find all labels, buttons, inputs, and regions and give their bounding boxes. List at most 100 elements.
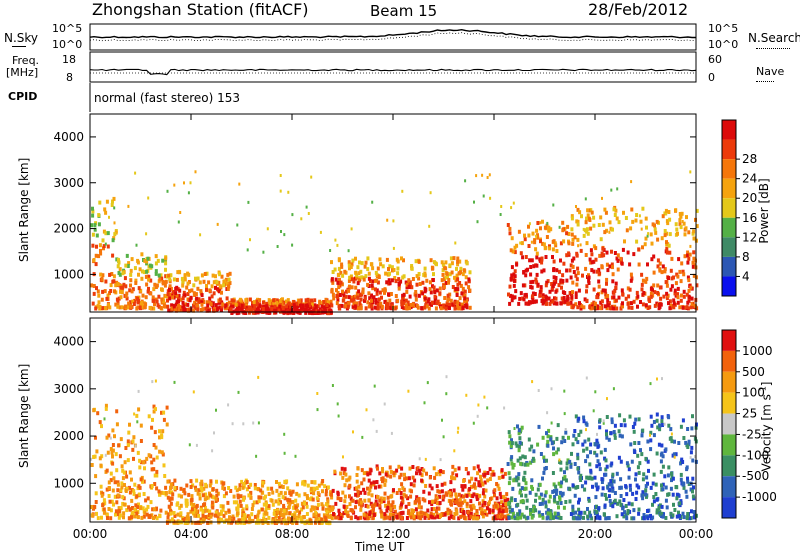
power-cell bbox=[220, 290, 223, 295]
velocity-cell bbox=[318, 517, 322, 522]
power-cell bbox=[98, 200, 102, 205]
velocity-cell bbox=[91, 513, 95, 518]
power-cell bbox=[142, 270, 146, 275]
velocity-cell bbox=[586, 514, 590, 519]
velocity-cell bbox=[558, 495, 561, 500]
power-cell bbox=[139, 300, 143, 305]
velocity-cell bbox=[476, 464, 480, 469]
power-sparse-cell bbox=[386, 218, 389, 222]
velocity-cell bbox=[507, 516, 511, 520]
velocity-cell bbox=[590, 476, 594, 481]
velocity-cell bbox=[390, 494, 394, 499]
power-cell bbox=[598, 306, 602, 311]
velocity-cell bbox=[186, 512, 190, 517]
velocity-cell bbox=[617, 455, 621, 460]
velocity-cell bbox=[331, 488, 335, 493]
power-cell bbox=[128, 288, 132, 293]
velocity-cell bbox=[578, 515, 582, 519]
velocity-cell bbox=[682, 485, 686, 490]
velocity-cell bbox=[341, 490, 345, 495]
velocity-cell bbox=[546, 443, 550, 448]
power-cell bbox=[541, 241, 545, 246]
velocity-cell bbox=[687, 439, 691, 444]
velocity-cell bbox=[595, 512, 599, 517]
velocity-cell bbox=[425, 471, 428, 476]
power-cell bbox=[508, 226, 512, 231]
power-cell bbox=[103, 289, 107, 294]
velocity-cell bbox=[571, 442, 575, 447]
velocity-cell bbox=[249, 495, 253, 500]
velocity-cell bbox=[150, 484, 154, 488]
velocity-cell bbox=[384, 472, 388, 477]
velocity-cell bbox=[338, 513, 342, 518]
velocity-cell bbox=[693, 436, 697, 441]
velocity-cell bbox=[283, 496, 287, 501]
velocity-cell bbox=[208, 509, 212, 514]
velocity-cell bbox=[436, 489, 440, 494]
power-cell bbox=[190, 288, 194, 293]
power-cell bbox=[433, 294, 437, 299]
power-cell bbox=[601, 246, 605, 251]
power-cell bbox=[686, 250, 690, 255]
velocity-cell bbox=[102, 498, 106, 503]
time-xtick-label: 12:00 bbox=[376, 527, 411, 541]
velocity-cell bbox=[400, 466, 404, 471]
velocity-cell bbox=[121, 468, 125, 473]
power-cell bbox=[534, 299, 538, 304]
power-sparse-cell bbox=[238, 182, 241, 186]
velocity-cell bbox=[399, 491, 403, 495]
velocity-cell bbox=[582, 419, 586, 424]
velocity-cell bbox=[569, 512, 573, 516]
velocity-cell bbox=[630, 459, 634, 464]
power-cell bbox=[135, 306, 139, 311]
velocity-cell bbox=[125, 508, 129, 513]
velocity-cell bbox=[556, 500, 560, 505]
power-cell bbox=[92, 284, 96, 288]
power-cell bbox=[678, 212, 682, 216]
velocity-cell bbox=[176, 512, 180, 517]
velocity-cell bbox=[392, 473, 396, 478]
power-cell bbox=[562, 239, 566, 244]
power-cell bbox=[524, 301, 528, 306]
velocity-cell bbox=[282, 503, 286, 508]
power-cell bbox=[138, 305, 142, 310]
velocity-cell bbox=[660, 443, 664, 448]
velocity-cell bbox=[182, 487, 186, 492]
power-cell bbox=[330, 277, 334, 282]
power-cell bbox=[553, 241, 557, 246]
velocity-cell bbox=[462, 494, 465, 499]
velocity-cell bbox=[170, 517, 174, 522]
power-cell bbox=[426, 299, 430, 304]
velocity-sparse-cell bbox=[352, 430, 354, 434]
velocity-cell bbox=[605, 464, 609, 469]
velocity-cell bbox=[242, 482, 246, 486]
velocity-sparse-cell bbox=[445, 392, 448, 396]
power-cell bbox=[380, 304, 384, 309]
power-cell bbox=[513, 250, 517, 255]
velocity-cell bbox=[158, 514, 162, 519]
power-cell bbox=[585, 227, 589, 232]
power-cell bbox=[540, 269, 544, 274]
power-cell bbox=[92, 258, 96, 262]
power-cell bbox=[568, 268, 572, 273]
velocity-cell bbox=[479, 483, 482, 488]
power-cell bbox=[253, 310, 257, 315]
velocity-cell bbox=[152, 443, 156, 447]
power-cell bbox=[665, 246, 669, 251]
power-cell bbox=[509, 276, 513, 281]
velocity-cell bbox=[111, 488, 115, 493]
power-cell bbox=[385, 257, 389, 262]
power-cell bbox=[98, 304, 102, 309]
velocity-cell bbox=[538, 502, 542, 506]
velocity-cell bbox=[407, 502, 411, 506]
velocity-cell bbox=[221, 481, 225, 486]
velocity-cell bbox=[526, 515, 530, 520]
power-cell bbox=[667, 276, 670, 280]
velocity-cell bbox=[574, 510, 578, 515]
power-cell bbox=[685, 305, 689, 310]
velocity-cell bbox=[99, 463, 103, 468]
velocity-cell bbox=[505, 508, 508, 513]
velocity-cell bbox=[234, 485, 238, 490]
power-cell bbox=[405, 282, 409, 287]
power-cell bbox=[157, 294, 161, 299]
